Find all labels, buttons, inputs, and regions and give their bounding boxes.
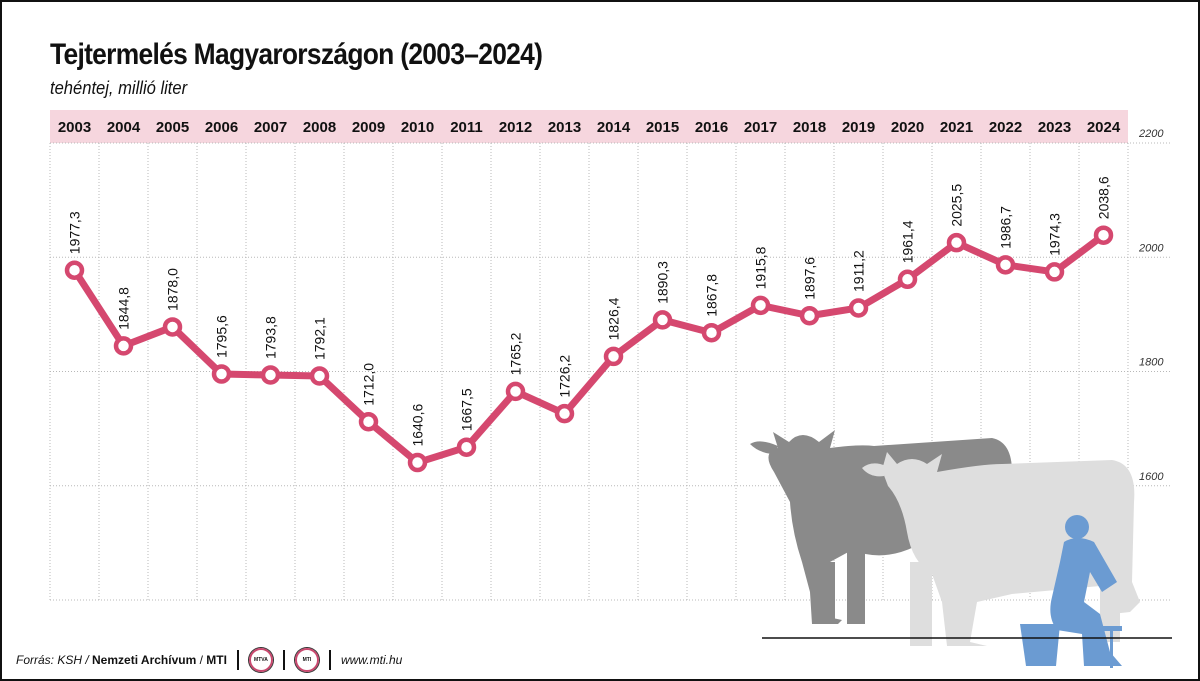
year-label: 2007 [254, 119, 287, 136]
data-point [554, 403, 575, 424]
footer: Forrás: KSH / Nemzeti Archívum / MTI MTV… [16, 648, 402, 672]
series-line [71, 231, 1107, 467]
website-link[interactable]: www.mti.hu [340, 653, 403, 667]
year-label: 2023 [1038, 119, 1071, 136]
year-label: 2020 [891, 119, 924, 136]
data-label: 1961,4 [900, 220, 916, 263]
y-tick-label: 1800 [1139, 357, 1164, 369]
data-point [799, 305, 820, 326]
data-point [309, 366, 330, 386]
year-label: 2018 [793, 119, 826, 136]
footer-divider [282, 650, 285, 670]
data-label: 1890,3 [655, 261, 671, 304]
data-label: 1765,2 [508, 332, 524, 375]
year-label: 2006 [205, 119, 238, 136]
footer-divider [328, 650, 331, 670]
chart-title: Tejtermelés Magyarországon (2003–2024) [50, 38, 543, 71]
data-label: 1915,8 [753, 246, 769, 289]
data-point [358, 412, 379, 432]
year-label: 2021 [940, 119, 973, 136]
data-point [407, 452, 428, 473]
data-point [505, 381, 526, 402]
data-point [701, 323, 722, 343]
data-label: 1867,8 [704, 274, 720, 317]
y-tick-label: 2000 [1138, 242, 1164, 254]
year-label: 2022 [989, 119, 1022, 136]
year-label: 2008 [303, 119, 336, 136]
data-point [750, 295, 771, 316]
data-label: 1712,0 [361, 363, 377, 406]
data-point [995, 255, 1016, 275]
data-label: 1667,5 [459, 388, 475, 431]
y-tick-label: 2200 [1138, 128, 1164, 140]
data-point [1093, 225, 1114, 245]
data-point [946, 232, 967, 253]
year-label: 2003 [58, 119, 91, 136]
data-label: 1726,2 [557, 355, 573, 398]
year-label: 2010 [401, 119, 434, 136]
data-label: 1844,8 [116, 287, 132, 330]
source-text: Forrás: KSH / Nemzeti Archívum / MTI [16, 653, 227, 667]
data-label: 1974,3 [1047, 213, 1063, 256]
data-point [1044, 262, 1065, 282]
data-label: 1795,6 [214, 315, 230, 358]
data-label: 1911,2 [851, 250, 867, 292]
mtva-logo: MTVA [248, 648, 273, 672]
data-point [162, 317, 183, 337]
year-label: 2011 [450, 119, 483, 136]
data-label: 1793,8 [263, 316, 279, 359]
year-label: 2016 [695, 119, 728, 136]
data-label: 1986,7 [998, 206, 1014, 249]
farmer-illustration [1020, 515, 1122, 668]
data-point [603, 346, 624, 367]
year-label: 2005 [156, 119, 189, 136]
year-band [50, 110, 1128, 143]
data-label: 2025,5 [949, 184, 965, 227]
year-label: 2012 [499, 119, 532, 136]
data-point [211, 364, 232, 384]
data-point [652, 310, 673, 330]
footer-divider [236, 650, 239, 670]
y-tick-label: 1600 [1139, 471, 1164, 483]
year-label: 2004 [107, 119, 141, 136]
data-label: 1977,3 [67, 211, 83, 254]
data-label: 1878,0 [165, 268, 181, 311]
data-point [113, 336, 134, 356]
year-label: 2015 [646, 119, 679, 136]
year-label: 2009 [352, 119, 385, 136]
year-label: 2014 [597, 119, 631, 136]
data-label: 1640,6 [410, 404, 426, 447]
data-label: 1897,6 [802, 257, 818, 300]
data-point [64, 260, 85, 280]
year-label: 2017 [744, 119, 777, 136]
data-label: 2038,6 [1096, 176, 1112, 219]
data-point [897, 269, 918, 290]
mti-logo: MTI [294, 648, 319, 672]
data-point [260, 365, 281, 385]
chart-subtitle: tehéntej, millió liter [50, 78, 188, 98]
year-label: 2013 [548, 119, 581, 136]
data-point [848, 298, 869, 318]
year-label: 2019 [842, 119, 875, 136]
data-point [456, 437, 477, 457]
data-label: 1792,1 [312, 317, 328, 360]
year-label: 2024 [1087, 119, 1121, 136]
data-label: 1826,4 [606, 297, 622, 340]
